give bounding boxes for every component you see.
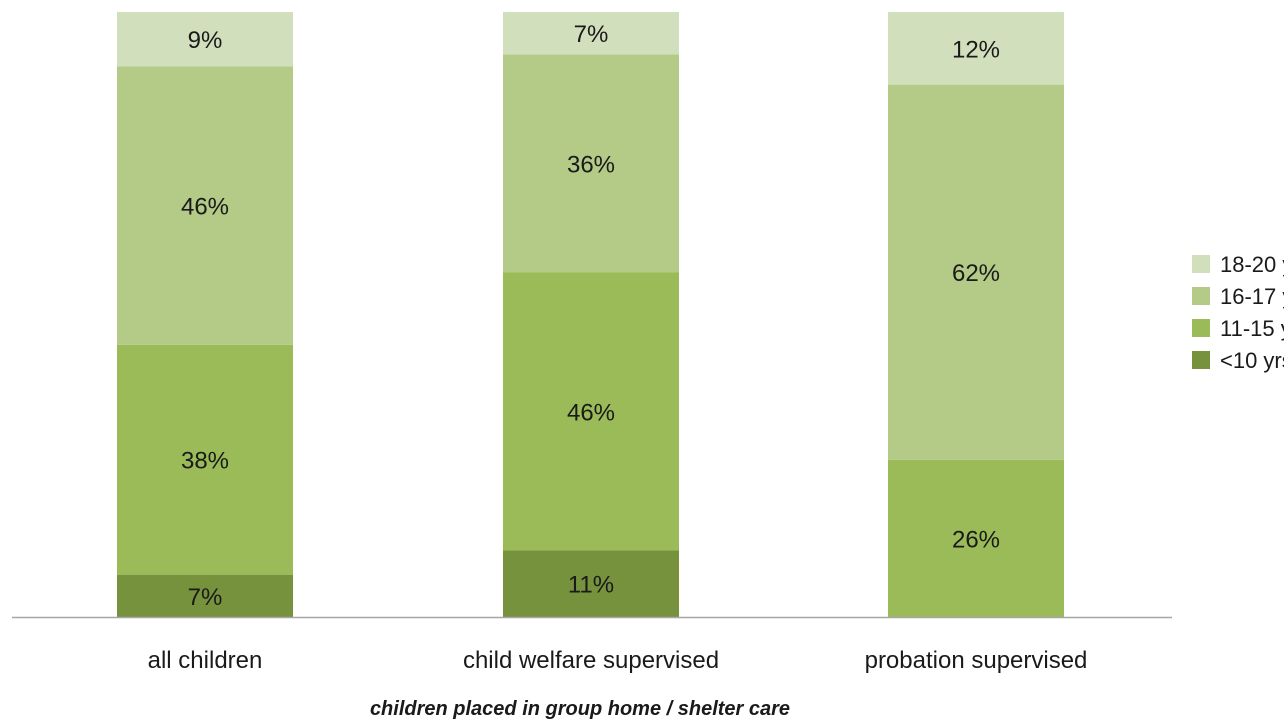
- bar-segment: [888, 459, 1064, 617]
- bar-segment: [117, 66, 293, 345]
- data-label: 38%: [181, 448, 229, 475]
- data-label: 11%: [568, 572, 614, 599]
- data-label: 62%: [952, 260, 1000, 287]
- x-tick-label: child welfare supervised: [463, 647, 719, 674]
- bar-segment: [117, 344, 293, 575]
- bar-segment: [888, 12, 1064, 85]
- data-label: 46%: [567, 399, 615, 426]
- data-label: 7%: [574, 21, 609, 48]
- bar-segment: [503, 550, 679, 617]
- legend-swatch: [1192, 255, 1210, 273]
- data-label: 12%: [952, 36, 1000, 63]
- data-label: 7%: [188, 584, 223, 611]
- x-tick-label: all children: [148, 647, 263, 674]
- bar-segment: [117, 574, 293, 617]
- legend-label: 16-17 yrs: [1220, 284, 1284, 309]
- bar-segment: [117, 12, 293, 67]
- legend-swatch: [1192, 287, 1210, 305]
- bar-segment: [888, 84, 1064, 460]
- legend-label: 18-20 yrs: [1220, 252, 1284, 277]
- legend-label: <10 yrs: [1220, 348, 1284, 373]
- data-label: 36%: [567, 151, 615, 178]
- x-tick-label: probation supervised: [865, 647, 1088, 674]
- segment-labels-group: 7% 38% 46% 9% 11% 46% 36% 7% 26% 62% 12%: [181, 21, 1000, 611]
- bar-segment: [503, 272, 679, 551]
- category-labels-group: all children child welfare supervised prob…: [148, 647, 1088, 674]
- legend-label: 11-15 yrs: [1220, 316, 1284, 341]
- x-axis-title: children placed in group home / shelter …: [370, 698, 790, 720]
- data-label: 9%: [188, 27, 223, 54]
- bar-segment: [503, 54, 679, 273]
- bars-group: [117, 12, 1064, 617]
- legend-swatch: [1192, 351, 1210, 369]
- bar-segment: [503, 12, 679, 55]
- legend-swatch: [1192, 319, 1210, 337]
- data-label: 26%: [952, 526, 1000, 553]
- legend: 18-20 yrs 16-17 yrs 11-15 yrs <10 yrs: [1192, 252, 1284, 373]
- data-label: 46%: [181, 194, 229, 221]
